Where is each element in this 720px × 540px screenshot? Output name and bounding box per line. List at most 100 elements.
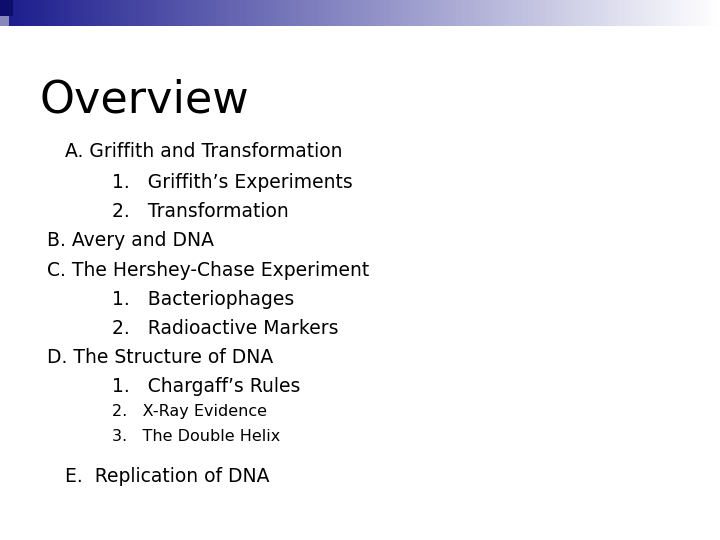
Bar [619,0,621,26]
Bar [711,0,713,26]
Bar [0,0,2,26]
Bar [612,0,614,26]
Bar [667,0,670,26]
Bar [331,0,333,26]
Bar [132,0,135,26]
Bar [312,0,315,26]
Bar [624,0,626,26]
Bar [636,0,639,26]
Bar [144,0,146,26]
Bar [197,0,199,26]
Bar [156,0,158,26]
Bar [288,0,290,26]
Bar [353,0,355,26]
Bar [670,0,672,26]
Bar [0,0,13,16]
Bar [420,0,423,26]
Bar [317,0,319,26]
Bar [629,0,631,26]
Bar [646,0,648,26]
Bar [518,0,521,26]
Bar [0,16,9,26]
Bar [691,0,693,26]
Bar [171,0,173,26]
Bar [290,0,293,26]
Bar [233,0,235,26]
Bar [14,0,17,26]
Text: 1.   Chargaff’s Rules: 1. Chargaff’s Rules [112,377,300,396]
Bar [96,0,99,26]
Bar [19,0,22,26]
Bar [603,0,605,26]
Bar [254,0,257,26]
Bar [9,0,12,26]
Bar [410,0,413,26]
Bar [168,0,171,26]
Bar [362,0,365,26]
Bar [542,0,545,26]
Bar [31,0,34,26]
Bar [423,0,425,26]
Bar [662,0,665,26]
Bar [240,0,243,26]
Bar [718,0,720,26]
Bar [173,0,175,26]
Bar [610,0,612,26]
Bar [5,0,7,26]
Bar [329,0,331,26]
Bar [413,0,415,26]
Bar [439,0,441,26]
Bar [94,0,96,26]
Bar [122,0,125,26]
Bar [351,0,353,26]
Bar [672,0,675,26]
Bar [305,0,307,26]
Bar [79,0,81,26]
Bar [607,0,610,26]
Bar [187,0,189,26]
Bar [490,0,492,26]
Text: A. Griffith and Transformation: A. Griffith and Transformation [65,141,342,161]
Bar [245,0,247,26]
Bar [487,0,490,26]
Bar [204,0,207,26]
Bar [84,0,86,26]
Bar [713,0,715,26]
Bar [158,0,161,26]
Bar [557,0,559,26]
Bar [418,0,420,26]
Bar [706,0,708,26]
Bar [194,0,197,26]
Bar [271,0,274,26]
Bar [485,0,487,26]
Bar [590,0,593,26]
Bar [283,0,286,26]
Bar [166,0,168,26]
Bar [259,0,261,26]
Bar [379,0,382,26]
Bar [348,0,351,26]
Bar [228,0,230,26]
Bar [401,0,403,26]
Bar [101,0,103,26]
Bar [516,0,518,26]
Bar [110,0,113,26]
Bar [655,0,657,26]
Bar [531,0,533,26]
Bar [34,0,36,26]
Bar [434,0,437,26]
Bar [338,0,341,26]
Bar [562,0,564,26]
Bar [45,0,48,26]
Bar [211,0,214,26]
Bar [360,0,362,26]
Bar [564,0,567,26]
Bar [679,0,682,26]
Bar [492,0,495,26]
Bar [281,0,283,26]
Bar [225,0,228,26]
Bar [137,0,139,26]
Bar [540,0,542,26]
Bar [441,0,444,26]
Text: 2.   Transformation: 2. Transformation [112,202,288,221]
